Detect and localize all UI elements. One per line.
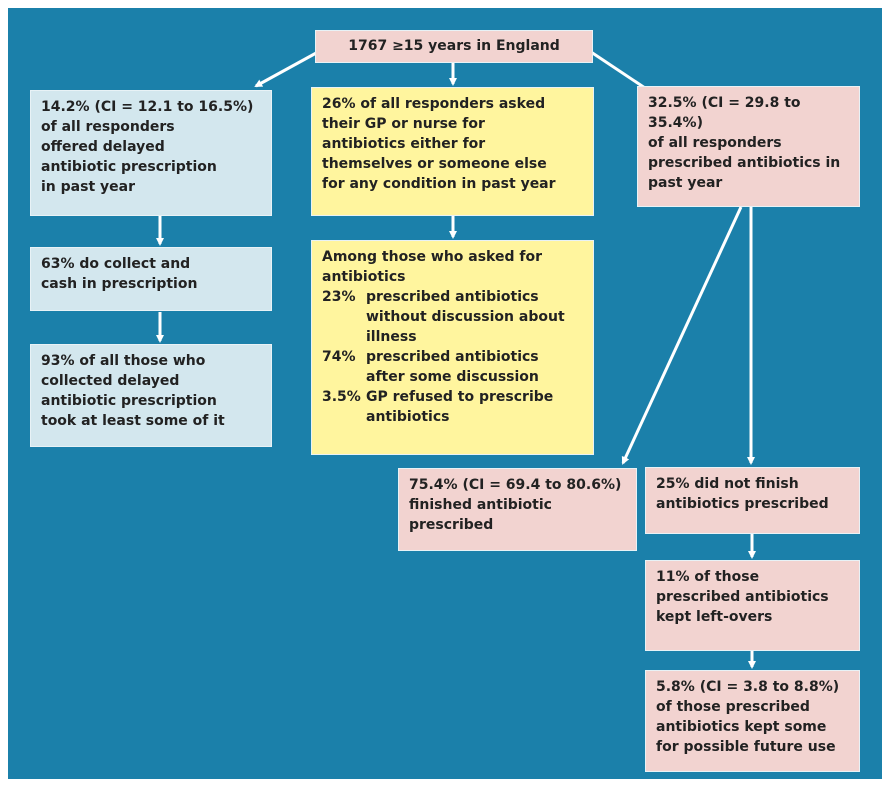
text-line: for possible future use: [656, 739, 836, 755]
text-line: finished antibiotic: [409, 497, 552, 513]
text-line: took at least some of it: [41, 413, 225, 429]
text-line: 14.2% (CI = 12.1 to 16.5%): [41, 99, 254, 115]
text-line: past year: [648, 175, 723, 191]
text-line: their GP or nurse for: [322, 116, 485, 132]
text-line: 3.5%: [322, 389, 361, 405]
text-line: antibiotics prescribed: [656, 496, 829, 512]
text-line: prescribed antibiotics: [366, 289, 539, 305]
text-line: prescribed antibiotics: [366, 349, 539, 365]
text-line: of all responders: [648, 135, 782, 151]
text-line: antibiotics: [366, 409, 450, 425]
list-item: 74% prescribed antibiotics after some disc…: [322, 347, 583, 387]
flow-box: 26% of all responders asked their GP or n…: [311, 87, 594, 216]
flow-box: Among those who asked for antibiotics 23% p…: [311, 240, 594, 455]
text-line: 5.8% (CI = 3.8 to 8.8%): [656, 679, 840, 695]
text-line: illness: [366, 329, 417, 345]
item-text: prescribed antibiotics without discussion…: [366, 287, 565, 347]
text-line: prescribed: [409, 517, 494, 533]
flow-box: 14.2% (CI = 12.1 to 16.5%) of all respond…: [30, 90, 272, 216]
text-line: without discussion about: [366, 309, 565, 325]
item-text: prescribed antibiotics after some discuss…: [366, 347, 539, 387]
text-line: themselves or someone else: [322, 156, 547, 172]
text-line: after some discussion: [366, 369, 539, 385]
text-line: antibiotic prescription: [41, 393, 217, 409]
text-line: of those prescribed: [656, 699, 810, 715]
flow-box: 25% did not finish antibiotics prescribed: [645, 467, 860, 534]
list-item: 23% prescribed antibiotics without discuss…: [322, 287, 583, 347]
text-line: for any condition in past year: [322, 176, 556, 192]
flow-box: 1767 ≥15 years in England: [315, 30, 593, 63]
flow-box: 93% of all those who collected delayed ant…: [30, 344, 272, 447]
text-line: 93% of all those who: [41, 353, 206, 369]
flow-box: 11% of those prescribed antibiotics kept l…: [645, 560, 860, 651]
flow-box: 32.5% (CI = 29.8 to 35.4%) of all respond…: [637, 86, 860, 207]
text-line: offered delayed: [41, 139, 165, 155]
flow-box: 75.4% (CI = 69.4 to 80.6%) finished antib…: [398, 468, 637, 551]
arrow: [621, 206, 743, 465]
text-line: antibiotic prescription: [41, 159, 217, 175]
text-line: antibiotics: [322, 269, 406, 285]
text-line: prescribed antibiotics in: [648, 155, 841, 171]
text-line: collected delayed: [41, 373, 180, 389]
text-line: GP refused to prescribe: [366, 389, 554, 405]
flow-box: 5.8% (CI = 3.8 to 8.8%) of those prescrib…: [645, 670, 860, 772]
text-line: of all responders: [41, 119, 175, 135]
text-line: 75.4% (CI = 69.4 to 80.6%): [409, 477, 622, 493]
list-item: 3.5% GP refused to prescribe antibiotics: [322, 387, 583, 427]
text-line: cash in prescription: [41, 276, 198, 292]
text-line: antibiotics kept some: [656, 719, 827, 735]
item-text: GP refused to prescribe antibiotics: [366, 387, 553, 427]
text-line: 74%: [322, 349, 356, 365]
text-line: 25% did not finish: [656, 476, 799, 492]
text-line: 26% of all responders asked: [322, 96, 546, 112]
text-line: 1767 ≥15 years in England: [348, 38, 560, 54]
text-line: 63% do collect and: [41, 256, 191, 272]
text-line: 23%: [322, 289, 356, 305]
text-line: 32.5% (CI = 29.8 to 35.4%): [648, 95, 801, 131]
text-line: 11% of those: [656, 569, 760, 585]
text-line: in past year: [41, 179, 135, 195]
text-line: kept left-overs: [656, 609, 773, 625]
text-line: antibiotics either for: [322, 136, 486, 152]
arrow: [254, 50, 319, 88]
flow-box: 63% do collect and cash in prescription: [30, 247, 272, 311]
text-line: Among those who asked for: [322, 249, 542, 265]
text-line: prescribed antibiotics: [656, 589, 829, 605]
